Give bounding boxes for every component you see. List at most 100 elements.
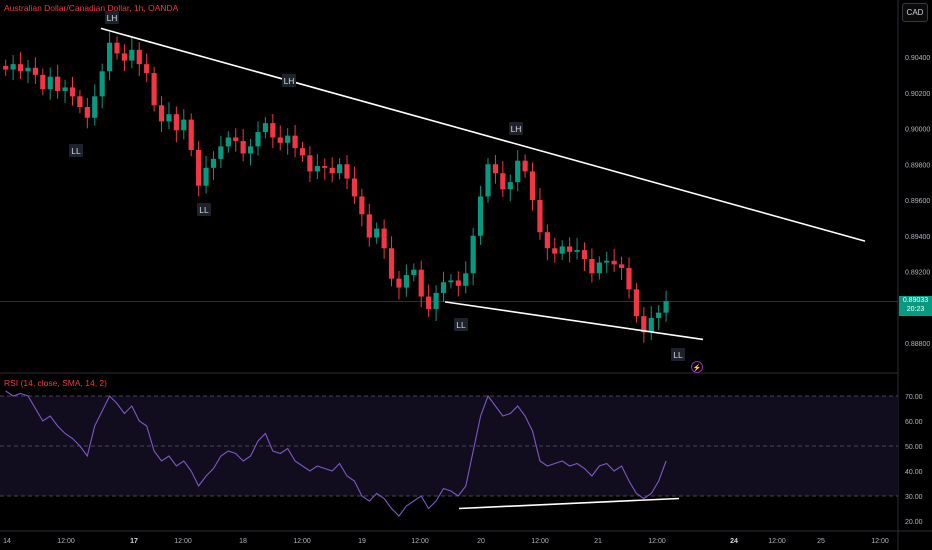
candle-body: [463, 273, 469, 286]
pivot-label: LL: [199, 205, 209, 215]
candle-body: [277, 137, 283, 143]
chart-title: Australian Dollar/Canadian Dollar, 1h, O…: [4, 3, 179, 13]
candle-body: [359, 196, 365, 215]
candle-body: [492, 164, 499, 174]
time-tick-label: 12:00: [411, 538, 429, 545]
candle-body: [62, 87, 68, 91]
time-tick-label: 12:00: [648, 538, 666, 545]
candle-body: [596, 262, 602, 274]
currency-button[interactable]: CAD: [902, 3, 928, 22]
candle-body: [589, 258, 595, 274]
candle-body: [374, 228, 380, 238]
price-tick-label: 0.89600: [905, 198, 930, 205]
candle-body: [552, 248, 558, 254]
candle-body: [396, 278, 402, 288]
last-price-tag: 0.89033 20:23: [899, 296, 932, 316]
rsi-tick-label: 60.00: [905, 419, 923, 426]
candle-body: [173, 114, 179, 131]
trendline-resistance: [100, 27, 866, 242]
candle-body: [433, 292, 439, 310]
candle-body: [270, 123, 276, 138]
price-tick-label: 0.89400: [905, 234, 930, 241]
candle-body: [403, 275, 409, 288]
pivot-label-box: [671, 348, 685, 361]
rsi-tick-label: 70.00: [905, 394, 923, 401]
candle-body: [418, 269, 424, 297]
candle-body: [158, 105, 165, 122]
time-tick-label: 12:00: [174, 538, 192, 545]
candle-body: [240, 141, 246, 154]
candle-body: [314, 166, 320, 172]
time-tick-label: 24: [730, 538, 738, 545]
pivot-label-box: [105, 11, 119, 24]
candle-body: [477, 196, 484, 236]
candle-body: [292, 135, 298, 149]
candle-body: [344, 164, 350, 179]
pivot-label-box: [69, 144, 83, 157]
candle-body: [366, 214, 372, 238]
time-tick-label: 18: [239, 538, 247, 545]
rsi-title: RSI (14, close, SMA, 14, 2): [4, 378, 107, 388]
candle-body: [47, 76, 53, 90]
candle-body: [574, 250, 580, 252]
candle-body: [648, 317, 654, 333]
candle-body: [485, 164, 491, 197]
rsi-tick-label: 50.00: [905, 444, 923, 451]
candle-body: [515, 160, 521, 183]
candle-body: [233, 137, 239, 142]
price-tick-label: 0.90000: [905, 127, 930, 134]
candle-body: [656, 312, 662, 318]
time-tick-label: 21: [594, 538, 602, 545]
candle-body: [470, 235, 476, 274]
time-tick-label: 19: [358, 538, 366, 545]
candle-body: [448, 280, 454, 283]
candle-body: [106, 42, 113, 72]
candle-body: [129, 49, 135, 61]
candle-body: [17, 64, 24, 72]
time-tick-label: 14: [3, 538, 11, 545]
candle-body: [604, 260, 610, 263]
candle-body: [529, 171, 536, 200]
time-tick-label: 12:00: [293, 538, 311, 545]
time-tick-label: 12:00: [871, 538, 889, 545]
candle-body: [544, 232, 550, 249]
candle-body: [32, 67, 38, 75]
rsi-trendline: [458, 497, 680, 510]
price-tick-label: 0.89800: [905, 162, 930, 169]
candle-body: [92, 96, 98, 118]
candle-body: [99, 71, 105, 97]
time-tick-label: 12:00: [57, 538, 75, 545]
lightning-icon: ⚡: [693, 363, 702, 372]
pivot-label-box: [282, 74, 296, 87]
pivot-label: LL: [673, 350, 683, 360]
pivot-label: LH: [107, 13, 118, 23]
candle-body: [121, 53, 128, 61]
candle-body: [181, 119, 187, 131]
candle-body: [262, 123, 269, 133]
candle-body: [388, 248, 395, 279]
pivot-label: LH: [284, 76, 295, 86]
time-tick-label: 12:00: [768, 538, 786, 545]
alert-icon: [691, 361, 703, 373]
candle-body: [144, 64, 150, 74]
last-price-value: 0.89033: [902, 297, 929, 304]
candle-body: [626, 267, 632, 290]
candle-body: [307, 155, 313, 172]
candle-body: [77, 96, 83, 108]
pivot-label-box: [509, 122, 523, 135]
candle-body: [55, 76, 61, 91]
pivot-label-box: [197, 203, 211, 216]
candle-body: [196, 149, 202, 186]
candle-body: [210, 158, 217, 168]
rsi-tick-label: 40.00: [905, 469, 923, 476]
candle-body: [440, 282, 447, 293]
time-tick-label: 12:00: [531, 538, 549, 545]
price-tick-label: 0.90400: [905, 55, 930, 62]
price-tick-label: 0.89200: [905, 270, 930, 277]
candle-body: [3, 65, 9, 70]
candle-body: [218, 146, 224, 159]
candle-body: [581, 250, 588, 259]
pivot-label-box: [454, 318, 468, 331]
